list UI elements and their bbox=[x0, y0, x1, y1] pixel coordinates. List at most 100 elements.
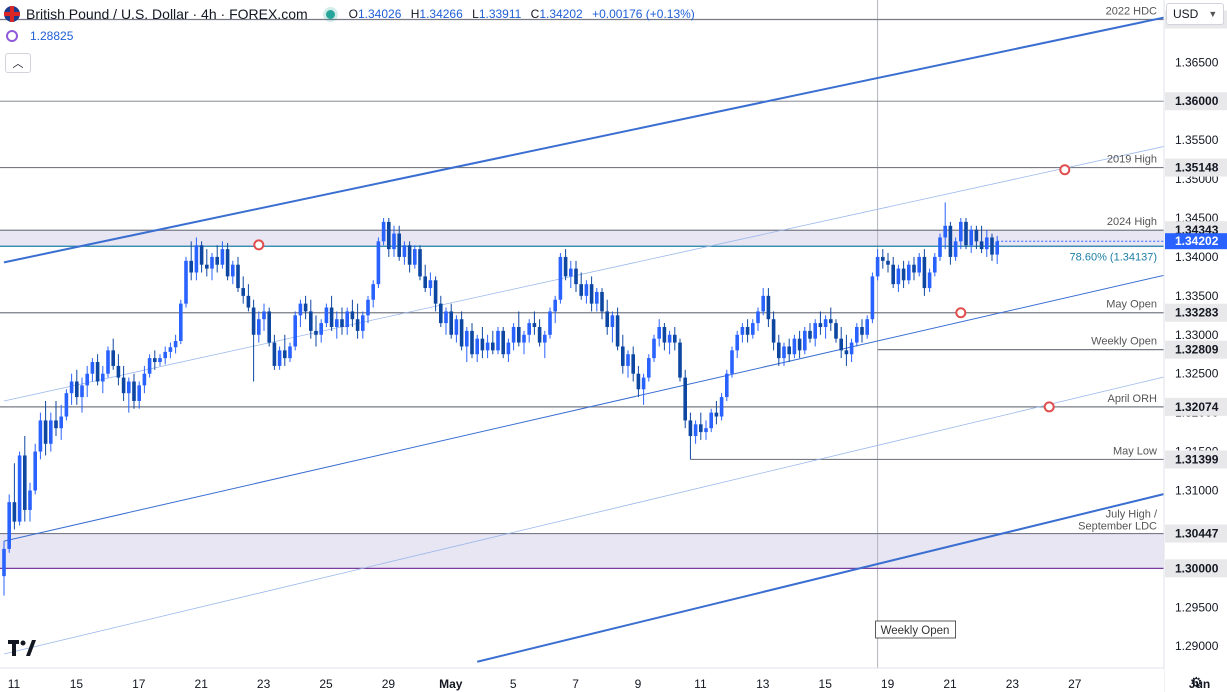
candle-body bbox=[631, 354, 635, 374]
candle-body bbox=[428, 280, 433, 289]
candle-body bbox=[818, 323, 823, 327]
level-label-line-2: September LDC bbox=[1078, 521, 1157, 533]
candle-body bbox=[2, 548, 6, 577]
candle-body bbox=[402, 245, 407, 257]
candle-body bbox=[272, 342, 277, 366]
candle-body bbox=[792, 338, 797, 355]
candle-body bbox=[823, 319, 828, 327]
candle-body bbox=[350, 311, 355, 320]
candle-body bbox=[236, 264, 240, 289]
candle-body bbox=[574, 268, 578, 285]
open-label: O bbox=[348, 7, 358, 21]
ohlc-readout: O1.34026 H1.34266 L1.33911 C1.34202 +0.0… bbox=[349, 7, 695, 21]
tradingview-logo-icon[interactable] bbox=[8, 638, 38, 664]
candle-body bbox=[844, 350, 849, 355]
channel-line-lower bbox=[476, 481, 1211, 663]
current-price-bg bbox=[1165, 233, 1227, 250]
candle-body bbox=[485, 342, 490, 351]
support-resistance-zone-0 bbox=[0, 230, 1164, 247]
candle-body bbox=[205, 264, 209, 269]
candle-body bbox=[730, 350, 734, 374]
time-tick-label: May bbox=[439, 677, 463, 691]
candle-body bbox=[797, 338, 802, 351]
price-tick-label: 1.29000 bbox=[1175, 639, 1219, 653]
level-label-9: July High / September LDC bbox=[1078, 509, 1158, 533]
candle-body bbox=[756, 311, 760, 324]
candle-body bbox=[470, 330, 474, 355]
level-tag-bg bbox=[1165, 450, 1227, 469]
candle-body bbox=[803, 330, 807, 351]
candle-body bbox=[912, 264, 916, 273]
candle-body bbox=[293, 315, 297, 347]
candle-body bbox=[397, 233, 401, 257]
price-axis[interactable]: 1.290001.295001.300001.305001.310001.315… bbox=[997, 0, 1227, 692]
level-tag-bg bbox=[1165, 397, 1227, 416]
candle-body bbox=[376, 241, 381, 285]
time-axis[interactable]: 11 15 17 21 23 25 29 May 5 7 9 11 13 15 19 21 23 27 Jun bbox=[0, 667, 1210, 692]
candle-body bbox=[423, 276, 427, 289]
time-tick-label: 5 bbox=[510, 677, 517, 691]
level-marker-2 bbox=[1059, 164, 1071, 176]
candle-body bbox=[673, 334, 677, 343]
collapse-legend-button[interactable]: ︿ bbox=[5, 53, 31, 73]
candle-body bbox=[948, 225, 953, 257]
candle-layer bbox=[2, 202, 999, 596]
candle-body bbox=[132, 381, 136, 401]
chevron-up-icon: ︿ bbox=[12, 58, 24, 70]
candle-body bbox=[626, 354, 630, 366]
candle-body bbox=[615, 315, 620, 347]
time-tick-label: 23 bbox=[257, 677, 271, 691]
candle-body bbox=[667, 334, 672, 343]
level-label-line-1: July High / bbox=[1106, 509, 1158, 521]
candle-body bbox=[106, 350, 110, 374]
candle-body bbox=[433, 280, 438, 304]
candle-body bbox=[215, 256, 219, 265]
candle-body bbox=[621, 346, 625, 366]
symbol-title[interactable]: British Pound / U.S. Dollar · 4h · FOREX… bbox=[26, 6, 308, 22]
level-tag-bg bbox=[1165, 158, 1227, 177]
candle-body bbox=[210, 256, 214, 269]
level-tag-label: 1.31399 bbox=[1175, 452, 1219, 466]
candle-body bbox=[23, 455, 27, 510]
candle-body bbox=[101, 373, 105, 382]
candle-body bbox=[345, 311, 349, 327]
indicator-legend[interactable]: 1.28825 bbox=[6, 29, 73, 43]
close-value: 1.34202 bbox=[539, 7, 583, 21]
candle-body bbox=[777, 342, 781, 359]
candle-body bbox=[387, 221, 391, 250]
candle-body bbox=[251, 307, 256, 335]
low-label: L bbox=[472, 7, 479, 21]
price-tick-label: 1.33000 bbox=[1175, 328, 1219, 342]
level-label-7: April ORH bbox=[1107, 393, 1157, 405]
candle-body bbox=[834, 323, 838, 339]
channel-layer bbox=[3, 6, 1211, 663]
level-label-layer: 2022 HDC 2019 High 2024 High 78.60% (1.3413… bbox=[875, 5, 1158, 639]
candle-body bbox=[901, 268, 906, 281]
candle-body bbox=[303, 303, 308, 312]
time-tick-label: 7 bbox=[572, 677, 579, 691]
time-tick-label: 15 bbox=[819, 677, 833, 691]
level-label-3: 2024 High bbox=[1107, 216, 1157, 228]
candle-body bbox=[740, 326, 745, 335]
level-tag-label: 1.36000 bbox=[1175, 94, 1219, 108]
candle-body bbox=[699, 424, 703, 433]
settings-gear-icon[interactable]: ⚙ bbox=[1190, 674, 1203, 690]
candle-body bbox=[501, 330, 505, 355]
candle-body bbox=[80, 385, 84, 398]
chevron-down-icon: ▼ bbox=[1208, 9, 1218, 19]
currency-selector[interactable]: USD ▼ bbox=[1166, 3, 1224, 25]
candle-body bbox=[886, 260, 890, 265]
channel-line-upper bbox=[3, 6, 1211, 264]
candle-body bbox=[168, 347, 173, 352]
candle-body bbox=[979, 241, 984, 250]
level-label-0: 2022 HDC bbox=[1106, 5, 1157, 17]
close-label: C bbox=[530, 7, 540, 21]
weekly-open-box-label: Weekly Open bbox=[881, 625, 950, 637]
candle-body bbox=[849, 342, 854, 355]
candle-body bbox=[491, 342, 495, 351]
candle-body bbox=[111, 350, 115, 366]
candle-body bbox=[59, 416, 63, 429]
time-tick-label: 11 bbox=[8, 677, 21, 691]
low-value: 1.33911 bbox=[478, 7, 522, 21]
